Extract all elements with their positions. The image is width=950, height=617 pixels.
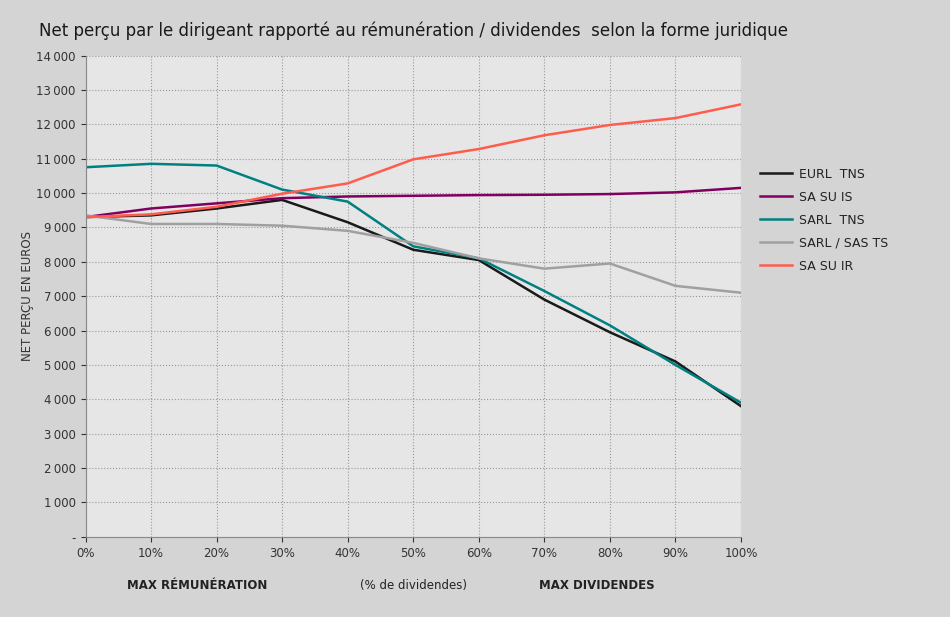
EURL  TNS: [670, 358, 681, 365]
Text: (% de dividendes): (% de dividendes): [360, 579, 466, 592]
SA SU IS: [735, 184, 747, 191]
SA SU IS: [539, 191, 550, 199]
SA SU IS: [604, 191, 616, 198]
SA SU IR: [145, 210, 157, 218]
SA SU IS: [276, 194, 288, 202]
SARL  TNS: [539, 288, 550, 295]
SA SU IS: [342, 193, 353, 200]
SA SU IS: [473, 191, 485, 199]
Title: Net perçu par le dirigeant rapporté au rémunération / dividendes  selon la forme: Net perçu par le dirigeant rapporté au r…: [39, 22, 788, 40]
Line: SARL  TNS: SARL TNS: [86, 164, 741, 403]
SA SU IR: [604, 122, 616, 129]
SARL  TNS: [145, 160, 157, 167]
SARL  TNS: [80, 164, 91, 171]
SA SU IS: [408, 192, 419, 199]
SARL  TNS: [408, 242, 419, 250]
EURL  TNS: [473, 256, 485, 263]
SA SU IR: [276, 190, 288, 197]
EURL  TNS: [342, 218, 353, 226]
SA SU IS: [80, 213, 91, 221]
SARL / SAS TS: [80, 212, 91, 219]
EURL  TNS: [145, 212, 157, 219]
EURL  TNS: [276, 196, 288, 204]
Line: SA SU IR: SA SU IR: [86, 104, 741, 217]
Line: SARL / SAS TS: SARL / SAS TS: [86, 215, 741, 292]
EURL  TNS: [604, 328, 616, 336]
SARL  TNS: [473, 255, 485, 262]
SARL / SAS TS: [670, 282, 681, 289]
EURL  TNS: [539, 296, 550, 304]
SARL / SAS TS: [735, 289, 747, 296]
SA SU IR: [211, 203, 222, 210]
SARL / SAS TS: [145, 220, 157, 228]
SARL / SAS TS: [473, 255, 485, 262]
EURL  TNS: [735, 402, 747, 410]
SA SU IR: [473, 146, 485, 153]
SA SU IR: [735, 101, 747, 108]
SARL  TNS: [604, 321, 616, 329]
SA SU IS: [145, 205, 157, 212]
EURL  TNS: [80, 213, 91, 221]
Line: SA SU IS: SA SU IS: [86, 188, 741, 217]
SARL  TNS: [342, 198, 353, 205]
SA SU IR: [80, 213, 91, 221]
Legend: EURL  TNS, SA SU IS, SARL  TNS, SARL / SAS TS, SA SU IR: EURL TNS, SA SU IS, SARL TNS, SARL / SAS…: [760, 168, 888, 273]
SA SU IS: [670, 189, 681, 196]
Line: EURL  TNS: EURL TNS: [86, 200, 741, 406]
Y-axis label: NET PERÇU EN EUROS: NET PERÇU EN EUROS: [22, 231, 34, 361]
EURL  TNS: [211, 205, 222, 212]
SARL / SAS TS: [539, 265, 550, 272]
SARL / SAS TS: [211, 220, 222, 228]
Text: MAX DIVIDENDES: MAX DIVIDENDES: [539, 579, 655, 592]
SA SU IR: [539, 131, 550, 139]
SA SU IS: [211, 200, 222, 207]
SA SU IR: [342, 180, 353, 187]
SARL / SAS TS: [604, 260, 616, 267]
SARL / SAS TS: [276, 222, 288, 230]
SARL  TNS: [276, 186, 288, 193]
SARL / SAS TS: [408, 239, 419, 247]
SARL  TNS: [211, 162, 222, 169]
SARL / SAS TS: [342, 227, 353, 234]
SARL  TNS: [735, 399, 747, 407]
SARL  TNS: [670, 361, 681, 368]
SA SU IR: [408, 155, 419, 163]
SA SU IR: [670, 114, 681, 122]
EURL  TNS: [408, 246, 419, 254]
Text: MAX RÉMUNÉRATION: MAX RÉMUNÉRATION: [126, 579, 267, 592]
